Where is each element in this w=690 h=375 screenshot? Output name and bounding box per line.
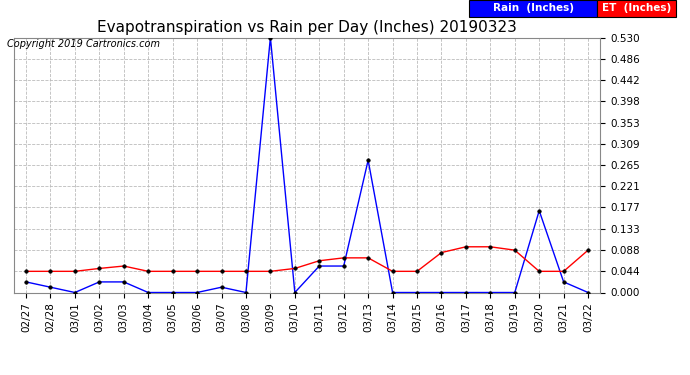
Title: Evapotranspiration vs Rain per Day (Inches) 20190323: Evapotranspiration vs Rain per Day (Inch… [97,20,517,35]
Text: Rain  (Inches): Rain (Inches) [493,3,573,13]
Text: ET  (Inches): ET (Inches) [602,3,671,13]
Text: Copyright 2019 Cartronics.com: Copyright 2019 Cartronics.com [7,39,160,50]
